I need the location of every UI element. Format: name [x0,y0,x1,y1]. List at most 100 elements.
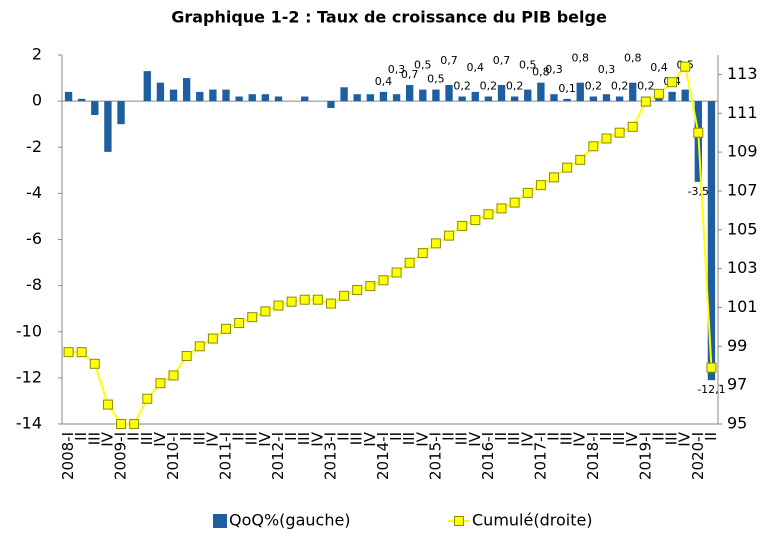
x-tick-label: II [440,432,458,441]
line-marker [535,180,546,191]
line-marker [693,127,704,138]
data-label: 0,4 [467,61,485,74]
data-label: 0,2 [506,80,524,93]
x-tick-label: III [295,432,313,445]
bar [104,101,112,152]
bar [497,84,506,102]
bar [379,91,388,102]
line-marker [601,133,612,144]
data-label: 0,3 [545,63,563,76]
data-label: -12,1 [697,383,725,396]
bar [366,94,374,102]
y-tick-label: -8 [26,275,42,294]
x-tick-label: II [72,432,90,441]
bar [340,87,348,102]
line-marker [575,154,586,165]
x-tick-label: III [663,432,681,445]
bar [484,96,493,102]
x-tick-label: 2019-I [636,432,654,480]
x-tick-label: IV [203,431,221,446]
legend-label: Cumulé(droite) [472,511,593,530]
line-marker [89,358,100,369]
data-label: 0,3 [388,63,406,76]
y2-tick-label: 109 [727,142,758,161]
y2-tick-label: 105 [727,219,758,238]
line-marker [273,300,284,311]
y-tick-label: -14 [16,414,42,433]
data-label: 0,8 [532,66,550,79]
x-tick-label: III [505,432,523,445]
line-marker [640,96,651,107]
line-marker [522,187,533,198]
line [68,64,713,425]
x-tick-label: 2018-I [584,432,602,480]
bar [235,96,243,102]
x-tick-label: II [282,432,300,441]
bar [707,101,716,381]
bar [668,91,676,102]
x-tick-label: II [649,432,667,441]
x-tick-label: II [177,432,195,441]
line-marker [509,197,520,208]
data-label: -3,5 [688,185,709,198]
x-tick-label: 2009-I [112,432,130,480]
line-marker [404,257,415,268]
bar [471,91,479,102]
bar [182,78,191,102]
line-marker [457,220,468,231]
line-marker [706,362,717,373]
x-tick-label: IV [98,431,116,446]
y2-tick-label: 113 [727,64,758,83]
x-tick-label: 2016-I [479,432,497,480]
line-marker [76,347,87,358]
line-marker [116,419,127,429]
data-label: 0,5 [427,73,445,86]
bar [261,94,270,102]
data-label: 0,5 [519,59,537,72]
line-marker [207,333,218,344]
legend-label: QoQ%(gauche) [229,511,351,530]
y-tick-label: -2 [26,137,42,156]
line-marker [260,306,271,317]
x-tick-label: IV [151,431,169,446]
bar [458,96,466,102]
line-marker [378,275,389,286]
line-marker [391,267,402,278]
line-marker [496,203,507,214]
y2-tick-label: 97 [727,375,747,394]
x-tick-label: II [230,432,248,441]
bar [589,96,598,102]
x-tick-label: II [125,432,143,441]
bar [64,91,73,102]
data-label: 0,3 [598,63,616,76]
bar [91,101,99,115]
x-tick-label: 2017-I [531,432,549,480]
x-tick-label: 2012-I [269,432,287,480]
line-marker [470,215,481,226]
x-tick-label: III [348,432,366,445]
line-marker [352,284,363,295]
bar [392,94,401,102]
data-label: 0,2 [637,80,655,93]
x-tick-label: 2010-I [164,432,182,480]
x-tick-label: 2011-I [217,432,235,480]
x-tick-label: II [702,432,720,441]
x-tick-label: IV [676,431,694,446]
line-marker [286,296,297,307]
x-tick-label: IV [623,431,641,446]
line-marker [365,281,376,292]
bar [576,82,584,102]
line-marker [142,393,153,404]
line-marker [129,419,140,429]
bar [537,82,545,102]
y-tick-label: 2 [32,45,42,64]
bar [222,89,230,102]
bar [301,96,309,102]
bar [143,71,151,102]
line-marker [588,141,599,152]
bar [419,89,427,102]
x-tick-label: III [453,432,471,445]
y2-tick-label: 101 [727,297,758,316]
line-marker [312,294,323,305]
x-tick-label: III [190,432,208,445]
